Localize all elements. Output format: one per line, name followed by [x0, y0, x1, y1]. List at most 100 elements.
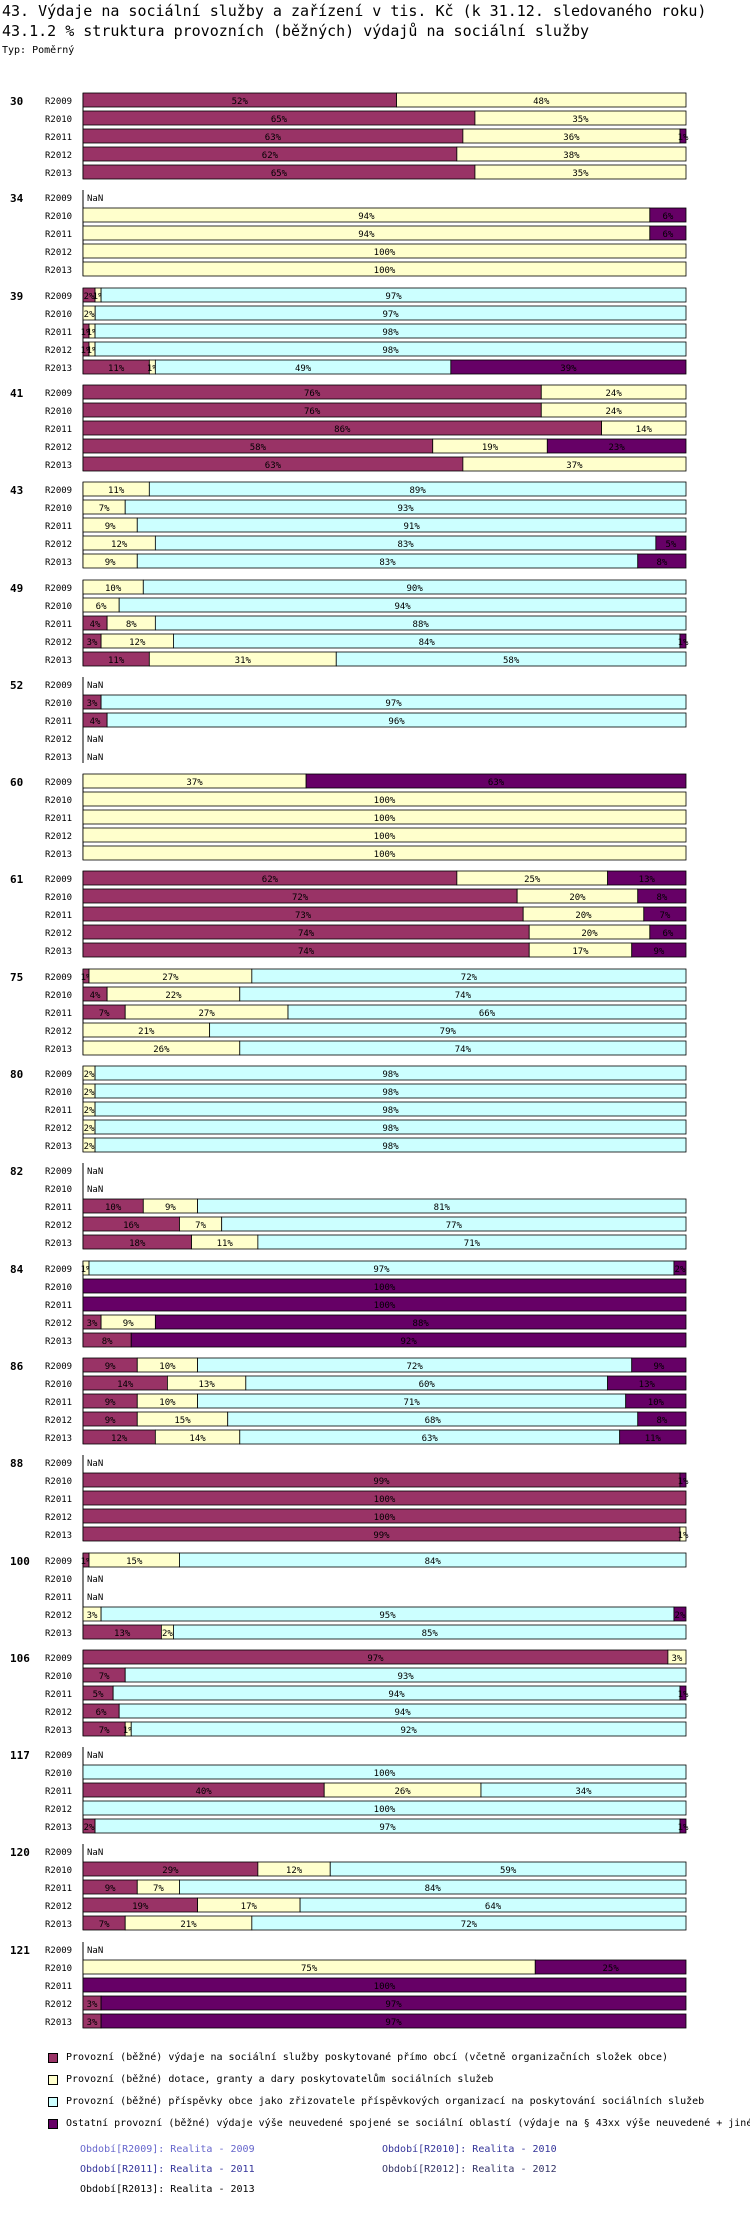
bar-segment: [299, 1897, 687, 1913]
year-label: R2013: [45, 656, 72, 666]
data-label: 98%: [382, 1088, 399, 1098]
data-label: 1%: [147, 364, 158, 374]
nan-label: NaN: [87, 1848, 103, 1858]
data-label: 19%: [132, 1902, 149, 1912]
data-label: 71%: [403, 1398, 420, 1408]
data-label: 9%: [105, 522, 116, 532]
year-label: R2012: [45, 1319, 72, 1329]
data-label: 98%: [382, 1070, 399, 1080]
year-label: R2012: [45, 248, 72, 258]
data-label: 11%: [645, 1434, 662, 1444]
data-label: 72%: [407, 1362, 424, 1372]
data-label: 63%: [422, 1434, 439, 1444]
bar-segment: [637, 1411, 687, 1427]
year-label: R2011: [45, 1982, 72, 1992]
bar-segment: [673, 1606, 687, 1622]
bar-segment: [679, 128, 687, 144]
legend-label: Provozní (běžné) dotace, granty a dary p…: [66, 2074, 494, 2085]
year-label: R2009: [45, 1557, 72, 1567]
nan-label: NaN: [87, 753, 103, 763]
data-label: 4%: [90, 991, 101, 1001]
data-label: 6%: [662, 230, 673, 240]
bar-segment: [148, 481, 687, 497]
bar-segment: [173, 1624, 687, 1640]
year-label: R2010: [45, 212, 72, 222]
legend-label: Ostatní provozní (běžné) výdaje výše neu…: [66, 2118, 750, 2129]
data-label: 9%: [105, 1398, 116, 1408]
data-label: 12%: [111, 1434, 128, 1444]
bar-segment: [142, 579, 687, 595]
year-label: R2012: [45, 1124, 72, 1134]
data-label: 1%: [81, 1557, 92, 1567]
year-label: R2011: [45, 911, 72, 921]
data-label: 2%: [84, 1106, 95, 1116]
group-label: 100: [10, 1555, 30, 1568]
data-label: 39%: [560, 364, 577, 374]
year-label: R2011: [45, 814, 72, 824]
data-label: 49%: [295, 364, 312, 374]
data-label: 4%: [90, 717, 101, 727]
bar-segment: [462, 456, 687, 472]
data-label: 73%: [295, 911, 312, 921]
year-label: R2009: [45, 1362, 72, 1372]
data-label: 9%: [105, 558, 116, 568]
chart-subtitle: 43.1.2 % struktura provozních (běžných) …: [2, 22, 589, 40]
data-label: 48%: [533, 97, 550, 107]
data-label: 12%: [286, 1866, 303, 1876]
year-label: R2013: [45, 1045, 72, 1055]
year-label: R2009: [45, 973, 72, 983]
data-label: 2%: [84, 1070, 95, 1080]
bar-segment: [679, 1472, 687, 1488]
year-label: R2011: [45, 717, 72, 727]
data-label: 76%: [304, 389, 321, 399]
year-label: R2011: [45, 230, 72, 240]
bar-segment: [251, 1915, 687, 1931]
data-label: 74%: [298, 947, 315, 957]
year-label: R2010: [45, 602, 72, 612]
data-label: 1%: [87, 346, 98, 356]
bar-segment: [130, 1721, 687, 1737]
group-label: 41: [10, 387, 24, 400]
year-label: R2009: [45, 194, 72, 204]
data-label: 35%: [572, 115, 589, 125]
bar-segment: [396, 92, 687, 108]
data-label: 37%: [186, 778, 203, 788]
data-label: 94%: [394, 602, 411, 612]
year-label: R2013: [45, 169, 72, 179]
year-label: R2013: [45, 753, 72, 763]
nan-label: NaN: [87, 735, 103, 745]
bar-segment: [82, 1296, 687, 1312]
period-label: Období[R2009]: Realita - 2009: [80, 2144, 255, 2155]
data-label: 6%: [662, 212, 673, 222]
bar-segment: [118, 1703, 687, 1719]
year-label: R2013: [45, 461, 72, 471]
nan-label: NaN: [87, 1946, 103, 1956]
year-label: R2009: [45, 584, 72, 594]
bar-segment: [649, 225, 687, 241]
year-label: R2010: [45, 1866, 72, 1876]
data-label: 7%: [99, 504, 110, 514]
data-label: 94%: [358, 230, 375, 240]
year-label: R2013: [45, 1142, 72, 1152]
year-label: R2009: [45, 1751, 72, 1761]
year-label: R2010: [45, 310, 72, 320]
bar-segment: [82, 1278, 687, 1294]
data-label: 100%: [374, 1982, 396, 1992]
year-label: R2011: [45, 1884, 72, 1894]
bar-segment: [82, 1764, 687, 1780]
data-label: 63%: [265, 461, 282, 471]
data-label: 27%: [198, 1009, 215, 1019]
bar-segment: [106, 712, 687, 728]
year-label: R2011: [45, 1203, 72, 1213]
year-label: R2010: [45, 504, 72, 514]
year-label: R2012: [45, 443, 72, 453]
data-label: 7%: [195, 1221, 206, 1231]
group-label: 84: [10, 1263, 24, 1276]
data-label: 83%: [379, 558, 396, 568]
year-label: R2013: [45, 2018, 72, 2028]
data-label: 64%: [485, 1902, 502, 1912]
bar-segment: [154, 615, 687, 631]
data-label: 100%: [374, 1301, 396, 1311]
bar-segment: [82, 1977, 687, 1993]
data-label: 3%: [87, 2000, 98, 2010]
